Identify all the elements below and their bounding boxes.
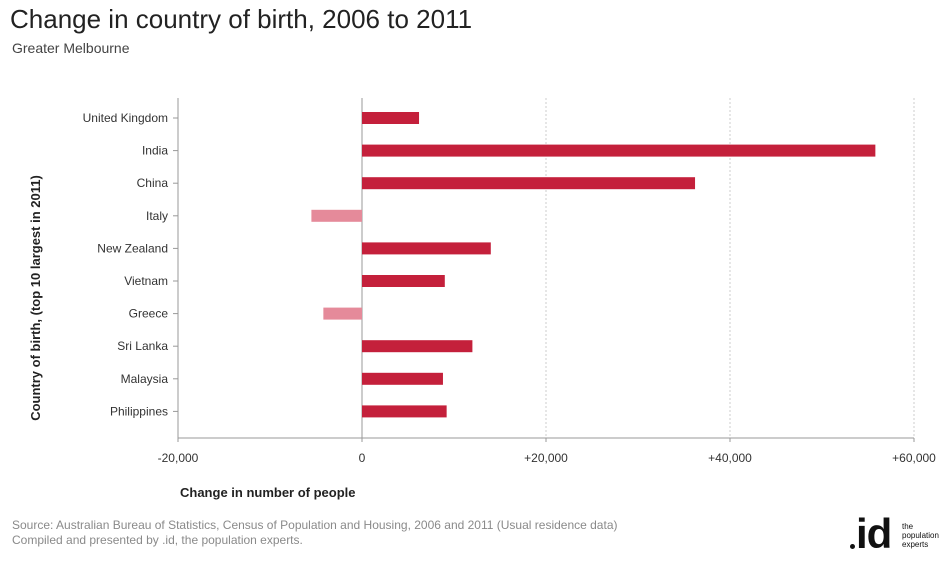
bar [362,405,447,418]
y-axis-title: Country of birth, (top 10 largest in 201… [28,175,43,421]
logo-tag-line-1: the [902,522,914,531]
bar [362,144,876,157]
logo-tagline: the population experts [902,522,946,549]
category-label: Vietnam [124,274,168,288]
x-tick-label: -20,000 [158,451,199,465]
category-label: China [137,176,169,190]
logo-id-text: id [856,510,892,557]
x-tick-label: +40,000 [708,451,752,465]
bar [362,242,491,255]
category-label: Philippines [110,404,168,418]
category-label: New Zealand [97,241,168,255]
source-line-2: Compiled and presented by .id, the popul… [12,533,303,547]
bar [362,372,443,385]
bar [362,275,445,287]
category-label: India [142,144,168,158]
category-label: Sri Lanka [117,339,168,353]
source-note: Source: Australian Bureau of Statistics,… [12,518,617,548]
x-axis-title: Change in number of people [180,485,356,500]
bar [362,112,420,124]
id-logo: id the population experts [850,510,946,558]
bar [362,340,473,353]
bar-chart: -20,000 0 +20,000 +40,000 +60,000 United King… [28,98,936,500]
logo-tag-line-3: experts [902,540,929,549]
x-tick-label: 0 [359,451,366,465]
bar [311,209,362,222]
logo-tag-line-2: population [902,531,939,540]
category-label: United Kingdom [83,111,168,125]
chart-title: Change in country of birth, 2006 to 2011 [10,4,473,34]
x-tick-label: +60,000 [892,451,936,465]
bar [362,177,696,190]
category-label: Malaysia [121,372,169,386]
logo-dot-icon [850,544,855,549]
category-label: Italy [146,209,168,223]
category-label: Greece [129,307,169,321]
x-tick-label: +20,000 [524,451,568,465]
chart-subtitle: Greater Melbourne [12,40,130,56]
source-line-1: Source: Australian Bureau of Statistics,… [12,518,618,532]
bar [323,307,362,320]
